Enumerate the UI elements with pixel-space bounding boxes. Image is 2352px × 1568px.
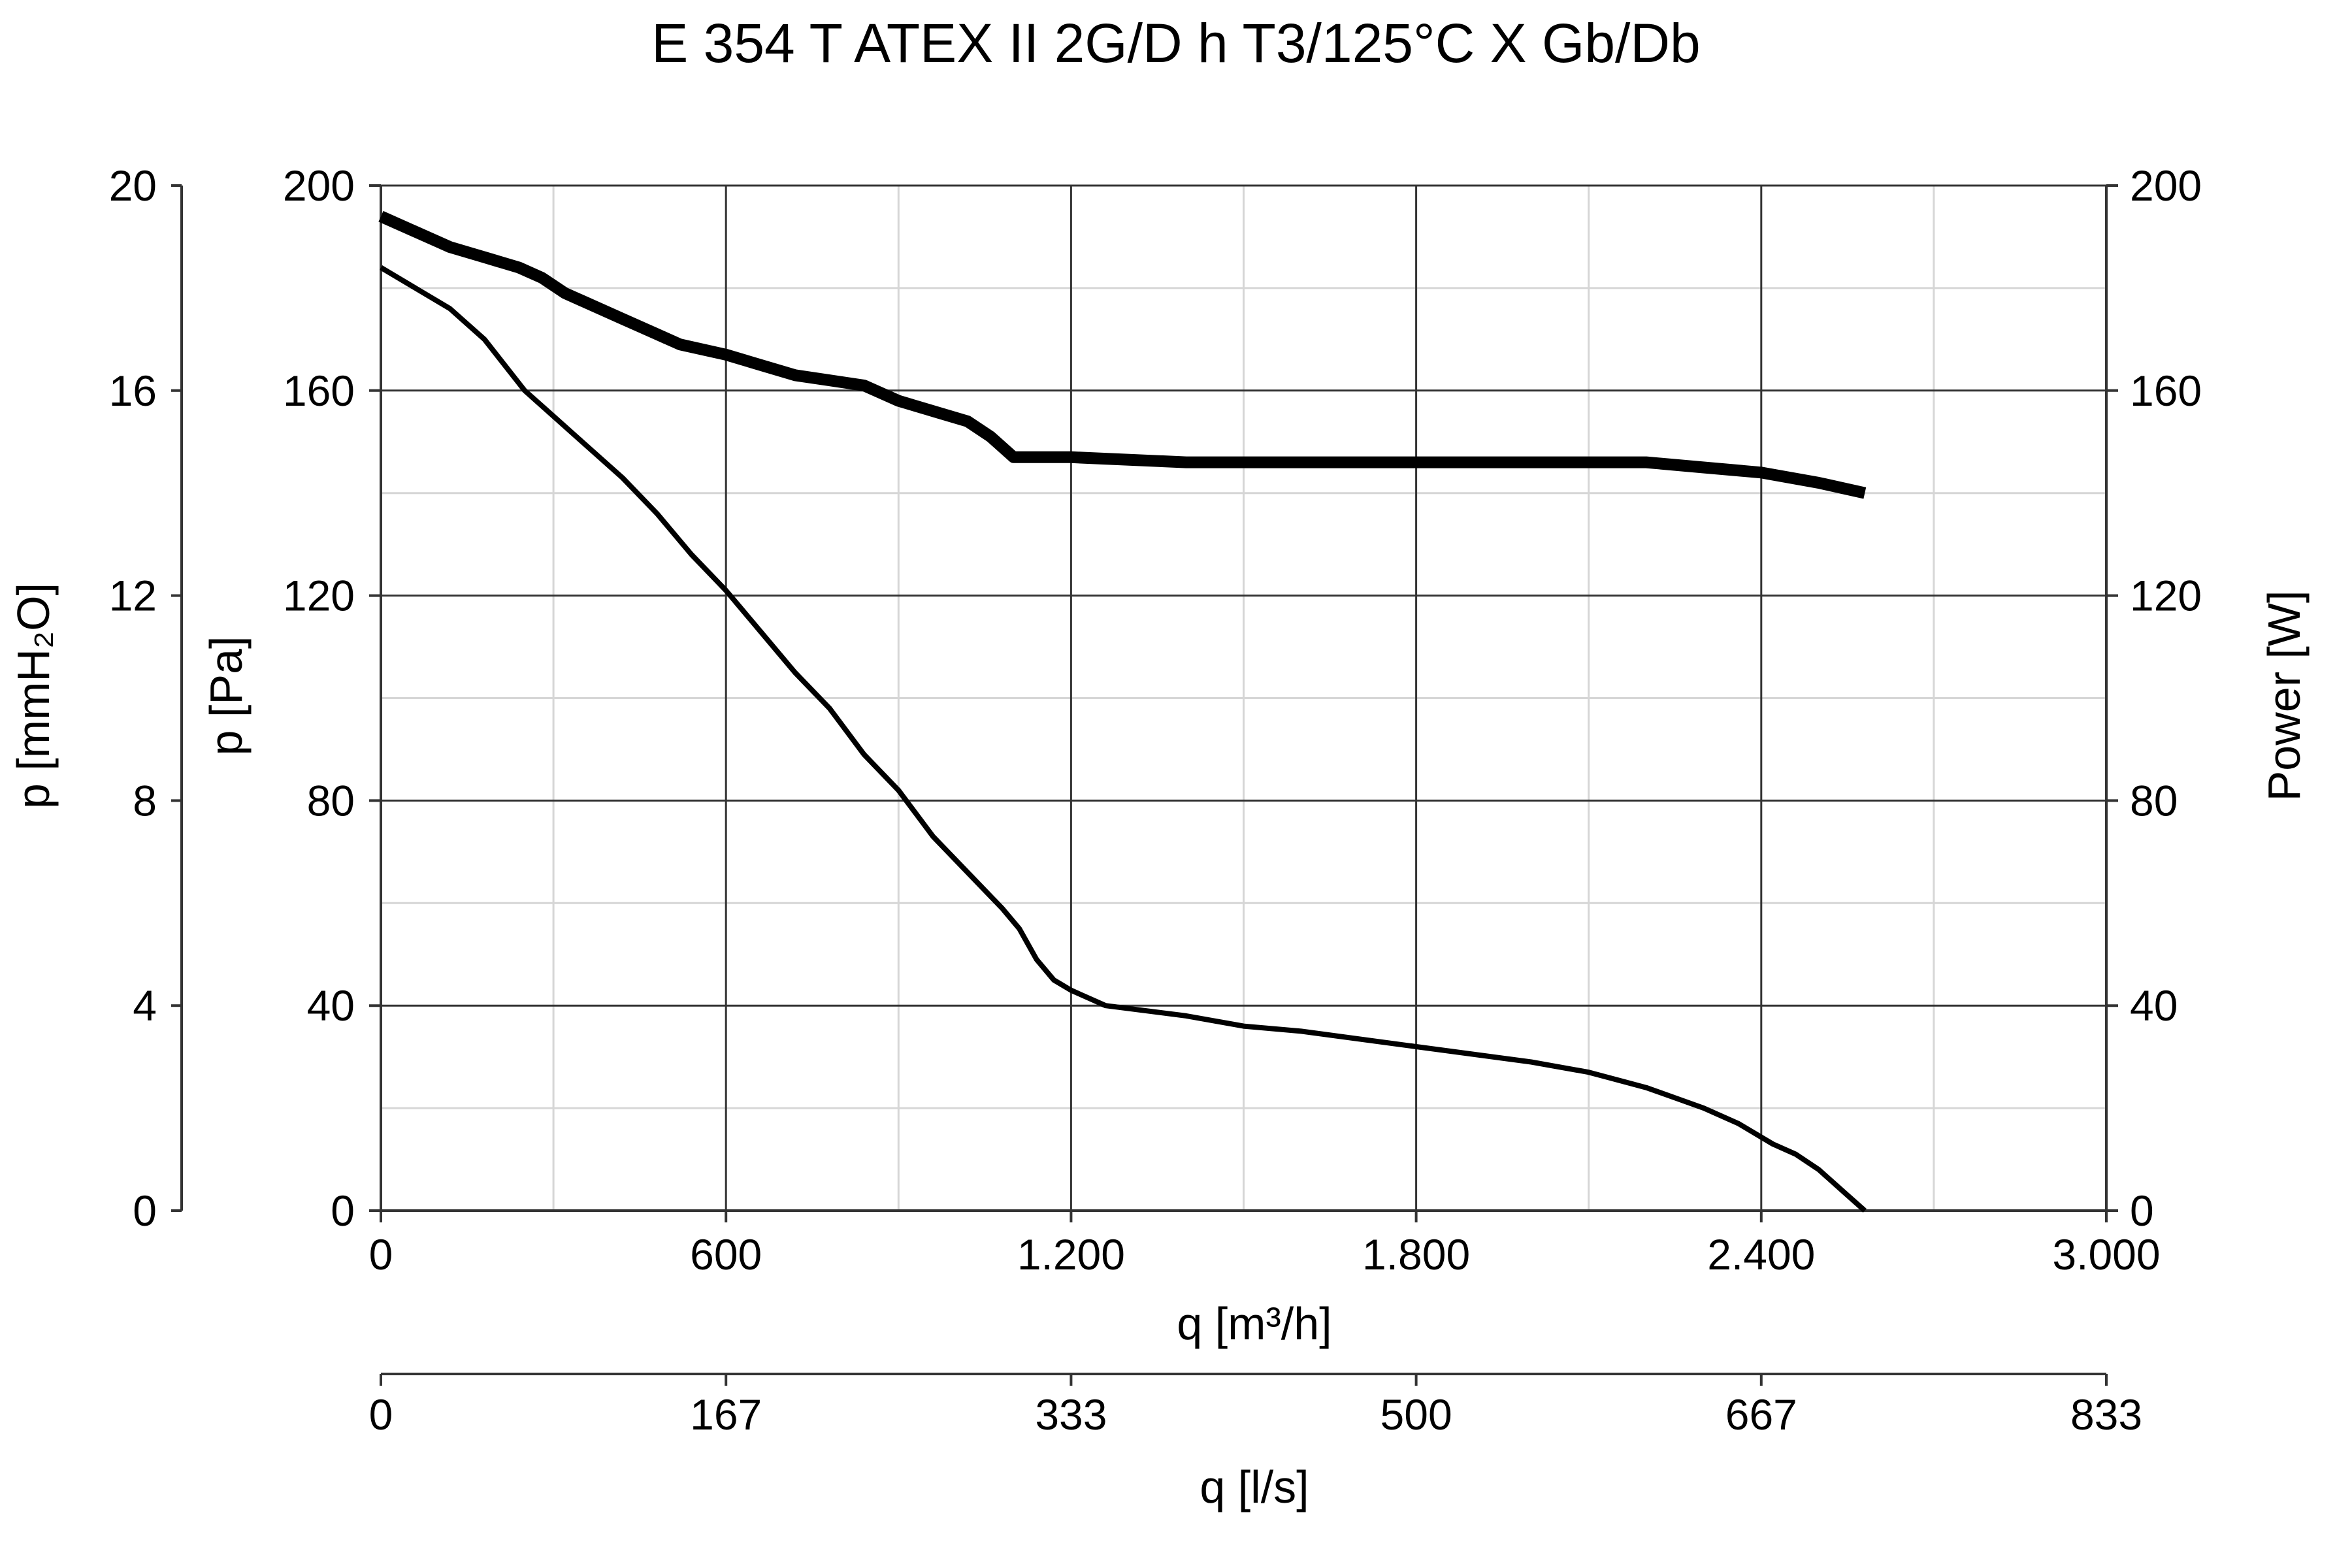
x2-tick-label: 167 — [690, 1390, 762, 1439]
x2-axis-label: q [l/s] — [1200, 1462, 1309, 1512]
x2-tick-label: 833 — [2070, 1390, 2142, 1439]
y-axis-label: p [Pa] — [201, 636, 252, 756]
x-tick-label: 3.000 — [2052, 1230, 2160, 1279]
x2-tick-label: 667 — [1725, 1390, 1797, 1439]
y2-axis-label: p [mmH₂O] — [8, 583, 59, 809]
x-tick-label: 600 — [690, 1230, 762, 1279]
y3-tick-label: 0 — [2130, 1186, 2154, 1235]
x-tick-label: 2.400 — [1707, 1230, 1815, 1279]
y3-tick-label: 120 — [2130, 572, 2202, 620]
y3-tick-label: 200 — [2130, 161, 2202, 210]
y2-tick-label: 16 — [109, 367, 157, 415]
y-tick-label: 80 — [307, 776, 355, 825]
axes — [171, 184, 2118, 1386]
y2-tick-label: 4 — [133, 981, 157, 1030]
pressure-curve — [379, 265, 1867, 1213]
chart-title: E 354 T ATEX II 2G/D h T3/125°C X Gb/Db — [651, 12, 1701, 74]
y2-tick-label: 0 — [133, 1186, 157, 1235]
y3-tick-label: 40 — [2130, 981, 2178, 1030]
x-axis-label: q [m³/h] — [1177, 1298, 1331, 1349]
x-tick-label: 0 — [369, 1230, 393, 1279]
x2-tick-label: 500 — [1380, 1390, 1452, 1439]
y3-axis-label: Power [W] — [2259, 591, 2310, 802]
y-tick-label: 120 — [283, 572, 355, 620]
minor-grid — [381, 186, 2106, 1211]
power-curve — [378, 210, 1867, 499]
y2-tick-label: 8 — [133, 776, 157, 825]
y-tick-label: 200 — [283, 161, 355, 210]
y2-tick-label: 20 — [109, 161, 157, 210]
y3-tick-label: 80 — [2130, 776, 2178, 825]
x2-tick-label: 0 — [369, 1390, 393, 1439]
x-tick-label: 1.800 — [1362, 1230, 1470, 1279]
y-tick-label: 0 — [331, 1186, 355, 1235]
y2-tick-label: 12 — [109, 572, 157, 620]
y-tick-label: 160 — [283, 367, 355, 415]
data-series — [378, 210, 1867, 1213]
y-tick-label: 40 — [307, 981, 355, 1030]
y3-tick-label: 160 — [2130, 367, 2202, 415]
x-tick-label: 1.200 — [1017, 1230, 1125, 1279]
x2-tick-label: 333 — [1035, 1390, 1107, 1439]
